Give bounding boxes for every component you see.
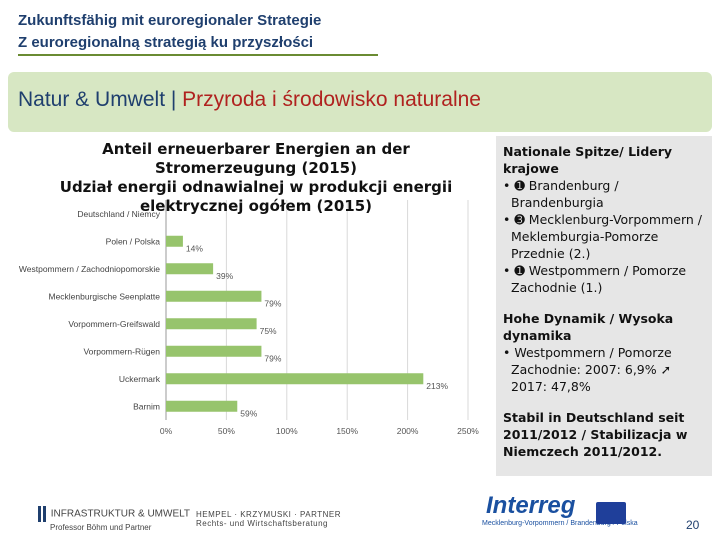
- data-label: 39%: [216, 271, 233, 281]
- section-title-sep: |: [165, 88, 183, 111]
- section-title: Natur & Umwelt | Przyroda i środowisko n…: [18, 88, 481, 112]
- footer-middle-text: HEMPEL · KRZYMUSKI · PARTNER: [196, 510, 341, 519]
- header-line-1: Zukunftsfähig mit euroregionaler Strateg…: [18, 12, 322, 29]
- category-label: Vorpommern-Greifswald: [68, 319, 160, 329]
- x-tick-label: 200%: [397, 426, 419, 436]
- side-item: • ➊ Brandenburg / Brandenburgia: [503, 178, 619, 210]
- x-tick-label: 0%: [160, 426, 173, 436]
- bar: [166, 235, 183, 247]
- category-label: Uckermark: [119, 374, 161, 384]
- bar-chart: 0% 50% 100% 150% 200% 250% Deutschland / Niemc…: [19, 200, 479, 436]
- category-label: Vorpommern-Rügen: [83, 346, 160, 356]
- header-line-2: Z euroregionalną strategią ku przyszłośc…: [18, 34, 314, 51]
- x-tick-label: 50%: [218, 426, 235, 436]
- section-title-pl: Przyroda i środowisko naturalne: [182, 88, 481, 111]
- data-label: 14%: [186, 243, 203, 253]
- data-label: 213%: [426, 381, 448, 391]
- footer-left-sub: Professor Böhm und Partner: [50, 523, 152, 532]
- side-item: • ➌ Mecklenburg-Vorpommern / Meklemburgi…: [503, 212, 702, 261]
- bar: [166, 263, 214, 275]
- bar: [166, 400, 238, 412]
- x-tick-label: 100%: [276, 426, 298, 436]
- header-rule: [18, 54, 378, 56]
- data-label: 79%: [264, 353, 281, 363]
- category-label: Westpommern / Zachodniopomorskie: [19, 264, 160, 274]
- side-panel: [496, 136, 712, 476]
- bar: [166, 373, 424, 385]
- x-tick-label: 250%: [457, 426, 479, 436]
- chart-title-pl: Udział energii odnawialnej w produkcji e…: [59, 178, 453, 215]
- footer-logo-hkp: HEMPEL · KRZYMUSKI · PARTNER Rechts- und…: [196, 510, 341, 528]
- side-heading-1: Nationale Spitze/ Lidery krajowe: [503, 144, 673, 176]
- data-label: 75%: [260, 326, 277, 336]
- category-label: Deutschland / Niemcy: [77, 209, 160, 219]
- interreg-logo: Interreg: [486, 492, 576, 519]
- category-label: Polen / Polska: [106, 236, 161, 246]
- side-panel-text: Nationale Spitze/ Lidery krajowe • ➊ Bra…: [503, 143, 708, 460]
- side-item: • ➊ Westpommern / Pomorze Zachodnie (1.): [503, 263, 687, 295]
- eu-flag-icon: [596, 502, 626, 524]
- footer-logo-infrastruktur: INFRASTRUKTUR & UMWELT Professor Böhm un…: [38, 506, 190, 533]
- section-band: [8, 72, 712, 132]
- side-heading-2: Hohe Dynamik / Wysoka dynamika: [503, 311, 674, 343]
- side-item: • Westpommern / Pomorze Zachodnie: 2007:…: [503, 345, 672, 394]
- chart-title-de: Anteil erneuerbarer Energien an der Stro…: [102, 140, 410, 177]
- footer-left-text: INFRASTRUKTUR & UMWELT: [50, 508, 191, 520]
- bar: [166, 318, 257, 330]
- section-title-de: Natur & Umwelt: [18, 88, 166, 111]
- category-label: Barnim: [133, 401, 160, 411]
- bar: [166, 290, 262, 302]
- data-label: 79%: [264, 298, 281, 308]
- chart-title: Anteil erneuerbarer Energien an der Stro…: [36, 140, 476, 216]
- x-tick-label: 150%: [336, 426, 358, 436]
- category-label: Mecklenburgische Seenplatte: [48, 291, 160, 301]
- bar: [166, 345, 262, 357]
- interreg-subline: Mecklenburg-Vorpommern / Brandenburg / P…: [482, 520, 638, 527]
- data-label: 59%: [240, 408, 257, 418]
- footer-middle-sub: Rechts- und Wirtschaftsberatung: [196, 519, 328, 528]
- page-number: 20: [686, 518, 700, 532]
- side-heading-3: Stabil in Deutschland seit 2011/2012 / S…: [503, 410, 688, 459]
